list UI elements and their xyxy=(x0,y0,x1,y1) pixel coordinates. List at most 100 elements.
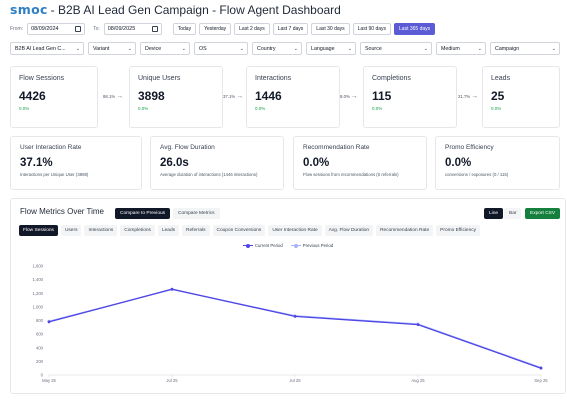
tab-completions[interactable]: Completions xyxy=(120,225,155,236)
metric-cards: User Interaction Rate 37.1% Interactions… xyxy=(10,136,560,190)
legend-current-period[interactable]: Current Period xyxy=(242,243,283,248)
current-period-point xyxy=(293,315,297,318)
campaign-filter-select[interactable]: Campaign ⌄ xyxy=(490,42,560,55)
conversion-rate: 8.0% → xyxy=(340,93,358,100)
metric-label: User Interaction Rate xyxy=(20,144,82,151)
to-label: To: xyxy=(93,26,100,32)
quick-range-last-90-days[interactable]: Last 90 days xyxy=(352,23,392,35)
metric-subtext: Interactions per Unique User (3898) xyxy=(20,172,89,177)
calendar-icon xyxy=(75,26,82,32)
y-tick-label: 200 xyxy=(36,359,44,364)
quick-range-today[interactable]: Today xyxy=(172,23,197,35)
quick-range-last-365-days[interactable]: Last 365 days xyxy=(394,23,436,35)
compare-metrics-button[interactable]: Compare Metrics xyxy=(173,208,220,219)
export-csv-button[interactable]: Export CSV xyxy=(525,208,561,219)
tab-user-interaction-rate[interactable]: User Interaction Rate xyxy=(268,225,322,236)
y-tick-label: 800 xyxy=(36,318,44,323)
metric-subtext: Flow sessions from recommendations (0 re… xyxy=(303,172,399,177)
y-tick-label: 1,400 xyxy=(33,277,44,282)
select-value: Source xyxy=(365,45,382,52)
kpi-change: 0.0% xyxy=(138,106,149,111)
device-select[interactable]: Device ⌄ xyxy=(140,42,190,55)
chevron-down-icon: ⌄ xyxy=(347,45,352,52)
y-tick-label: 400 xyxy=(36,345,44,350)
metric-promo-efficiency: Promo Efficiency 0.0% conversions / expo… xyxy=(435,136,560,190)
select-value: Country xyxy=(257,45,276,52)
select-value: Variant xyxy=(93,45,110,52)
page-header: smoc - B2B AI Lead Gen Campaign - Flow A… xyxy=(10,2,341,20)
select-value: Device xyxy=(145,45,162,52)
language-select[interactable]: Language ⌄ xyxy=(306,42,356,55)
kpi-completions: Completions 115 0.0% xyxy=(363,66,457,128)
flow-metrics-card: Flow Metrics Over Time Compare to Previo… xyxy=(10,198,566,394)
quick-range-last-30-days[interactable]: Last 30 days xyxy=(311,23,350,35)
tab-promo-efficiency[interactable]: Promo Efficiency xyxy=(436,225,481,236)
bar-view-button[interactable]: Bar xyxy=(504,208,522,219)
kpi-leads: Leads 25 0.0% xyxy=(482,66,560,128)
calendar-icon xyxy=(151,26,158,32)
current-period-point xyxy=(416,323,420,326)
kpi-label: Leads xyxy=(491,75,511,82)
page-title: - B2B AI Lead Gen Campaign - Flow Agent … xyxy=(50,3,341,17)
flow-sessions-line-chart: 0 200 400 600 800 1,000 1,200 1,400 1,600 May 25 J… xyxy=(33,264,549,384)
os-select[interactable]: OS ⌄ xyxy=(194,42,248,55)
medium-select[interactable]: Medium ⌄ xyxy=(436,42,486,55)
tab-users[interactable]: Users xyxy=(60,225,82,236)
legend-previous-period[interactable]: Previous Period xyxy=(290,243,333,248)
kpi-funnel: Flow Sessions 4426 0.0% 88.1% → Unique Us… xyxy=(10,66,560,128)
chart-title: Flow Metrics Over Time xyxy=(20,207,105,216)
metric-tabs: Flow Sessions Users Interactions Complet… xyxy=(19,225,483,236)
x-tick-label: Jul 25 xyxy=(166,378,178,383)
x-tick-label: May 25 xyxy=(42,378,56,383)
tab-avg-flow-duration[interactable]: Avg. Flow Duration xyxy=(324,225,374,236)
current-period-point xyxy=(47,320,51,324)
to-date-input[interactable]: 08/09/2025 xyxy=(103,23,162,35)
kpi-value: 3898 xyxy=(138,89,165,103)
x-tick-label: Jul 25 xyxy=(289,378,301,383)
country-select[interactable]: Country ⌄ xyxy=(252,42,302,55)
arrow-right-icon: → xyxy=(116,93,124,100)
source-select[interactable]: Source ⌄ xyxy=(360,42,432,55)
line-view-button[interactable]: Line xyxy=(484,208,504,219)
tab-leads[interactable]: Leads xyxy=(157,225,180,236)
tab-recommendation-rate[interactable]: Recommendation Rate xyxy=(376,225,434,236)
legend-swatch xyxy=(242,243,253,248)
tab-interactions[interactable]: Interactions xyxy=(84,225,118,236)
y-tick-label: 1,200 xyxy=(33,291,44,296)
previous-period-line xyxy=(48,288,542,369)
select-value: OS xyxy=(199,45,207,52)
kpi-label: Completions xyxy=(372,75,411,82)
kpi-interactions: Interactions 1446 0.0% xyxy=(246,66,340,128)
quick-range-last-7-days[interactable]: Last 7 days xyxy=(272,23,309,35)
kpi-change: 0.0% xyxy=(372,106,383,111)
tab-referrals[interactable]: Referrals xyxy=(182,225,210,236)
campaign-select[interactable]: B2B AI Lead Gen C... ⌄ xyxy=(10,42,84,55)
variant-select[interactable]: Variant ⌄ xyxy=(88,42,136,55)
quick-range-yesterday[interactable]: Yesterday xyxy=(199,23,232,35)
metric-value: 0.0% xyxy=(303,157,330,169)
x-tick-label: Aug 25 xyxy=(411,378,425,383)
chevron-down-icon: ⌄ xyxy=(293,45,298,52)
legend-label: Current Period xyxy=(254,243,283,248)
compare-previous-button[interactable]: Compare to Previous xyxy=(115,208,171,219)
quick-range-last-2-days[interactable]: Last 2 days xyxy=(234,23,270,35)
from-label: From: xyxy=(10,26,24,32)
select-value: B2B AI Lead Gen C... xyxy=(15,45,66,52)
metric-recommendation-rate: Recommendation Rate 0.0% Flow sessions f… xyxy=(293,136,427,190)
from-date-input[interactable]: 08/09/2024 xyxy=(27,23,86,35)
chevron-down-icon: ⌄ xyxy=(423,45,428,52)
kpi-label: Flow Sessions xyxy=(19,75,65,82)
metric-value: 0.0% xyxy=(445,157,472,169)
conversion-rate: 88.1% → xyxy=(103,93,124,100)
tab-flow-sessions[interactable]: Flow Sessions xyxy=(19,225,58,236)
metric-label: Recommendation Rate xyxy=(303,144,370,151)
chevron-down-icon: ⌄ xyxy=(127,45,132,52)
date-range-bar: From: 08/09/2024 To: 08/09/2025 Today Ye… xyxy=(10,22,436,36)
metric-label: Promo Efficiency xyxy=(445,144,494,151)
select-value: Medium xyxy=(441,45,460,52)
brand-logo: smoc xyxy=(10,2,48,17)
kpi-change: 0.0% xyxy=(19,106,30,111)
tab-coupon-conversions[interactable]: Coupon Conversions xyxy=(212,225,266,236)
chevron-down-icon: ⌄ xyxy=(477,45,482,52)
kpi-value: 25 xyxy=(491,89,505,103)
